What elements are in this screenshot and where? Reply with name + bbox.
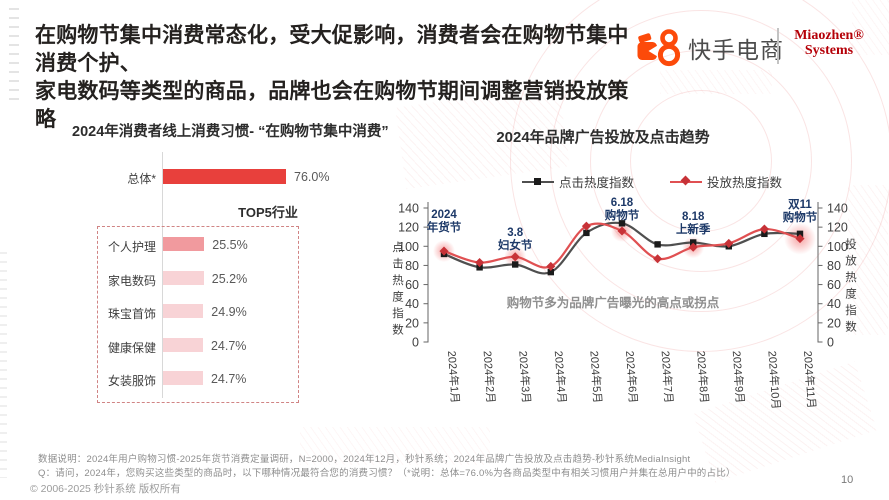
top5-row-value: 24.7% — [210, 338, 247, 353]
legend-label: 点击热度指数 — [559, 176, 635, 190]
right-axis-title: 投放热度指数 — [844, 238, 856, 337]
top5-row-bar — [163, 237, 205, 251]
svg-text:60: 60 — [827, 278, 841, 292]
top5-row-label: 珠宝首饰 — [107, 307, 156, 321]
total-bar-value: 76.0% — [294, 170, 330, 184]
chart-legend: 点击热度指数 投放热度指数 — [522, 172, 782, 191]
top5-row-value: 25.2% — [211, 271, 248, 286]
festival-annotation-line: 购物节 — [782, 212, 818, 224]
top5-row-bar — [163, 337, 203, 352]
svg-text:120: 120 — [398, 221, 419, 235]
svg-text:100: 100 — [827, 240, 848, 254]
chart-insight-note: 购物节多为品牌广告曝光的高点或拐点 — [506, 296, 720, 310]
left-chart-axis-line — [162, 152, 163, 398]
svg-text:2024年8月: 2024年8月 — [694, 350, 712, 403]
svg-text:80: 80 — [827, 259, 841, 273]
diamond-marker-icon — [680, 175, 691, 186]
kuaishou-brand-label: 快手电商 — [688, 37, 784, 63]
legend-item: 投放热度指数 — [670, 172, 782, 191]
chart-axes — [423, 202, 823, 343]
svg-text:2024年2月: 2024年2月 — [481, 350, 499, 403]
svg-text:40: 40 — [405, 297, 419, 311]
svg-text:80: 80 — [405, 259, 419, 273]
legend-label: 投放热度指数 — [707, 176, 783, 190]
svg-text:120: 120 — [827, 221, 848, 235]
slide-headline-line1: 在购物节集中消费常态化，受大促影响，消费者会在购物节集中消费个护、 — [35, 24, 629, 75]
top5-row-label: 女装服饰 — [107, 374, 156, 388]
top5-row-value: 24.9% — [211, 305, 247, 319]
brand-divider — [777, 28, 779, 64]
festival-annotation: 6.18 购物节 — [590, 197, 654, 223]
svg-text:2024年1月: 2024年1月 — [445, 350, 463, 403]
footer-data-note-line1: 数据说明：2024年用户购物习惯-2025年货节消费定量调研，N=2000，20… — [38, 454, 691, 465]
svg-text:2024年6月: 2024年6月 — [623, 350, 641, 403]
svg-text:140: 140 — [398, 202, 419, 216]
square-marker-icon — [534, 177, 541, 185]
svg-text:2024年11月: 2024年11月 — [801, 350, 819, 409]
hatch-decoration — [660, 70, 772, 94]
festival-annotation-line: 8.18 — [681, 211, 705, 223]
festival-annotation-line: 购物节 — [604, 210, 640, 222]
top5-dashed-box — [97, 226, 299, 403]
festival-annotation-line: 上新季 — [675, 224, 711, 236]
miaozhen-logo: Miaozhen® Systems — [788, 28, 870, 58]
festival-annotation-line: 2024 — [431, 209, 457, 221]
festival-annotation: 双11 购物节 — [768, 199, 832, 225]
top5-row-label: 家电数码 — [107, 273, 156, 288]
festival-annotation-line: 3.8 — [507, 227, 524, 239]
festival-annotation-line: 年货节 — [426, 222, 462, 234]
svg-text:20: 20 — [405, 316, 419, 330]
slide-headline: 在购物节集中消费常态化，受大促影响，消费者会在购物节集中消费个护、 家电数码等类… — [35, 22, 645, 134]
svg-text:40: 40 — [827, 297, 841, 311]
top5-row-label: 个人护理 — [107, 240, 156, 254]
svg-text:2024年9月: 2024年9月 — [730, 350, 748, 403]
festival-annotation: 2024 年货节 — [412, 209, 476, 235]
copyright-note: © 2006-2025 秒针系统 版权所有 — [30, 483, 181, 495]
svg-text:20: 20 — [827, 316, 841, 330]
slide-headline-line2: 家电数码等类型的商品，品牌也会在购物节期间调整营销投放策略 — [35, 80, 629, 131]
kuaishou-logo-icon — [637, 29, 681, 67]
festival-annotation-line: 6.18 — [610, 197, 634, 209]
page-number: 10 — [841, 474, 854, 486]
svg-text:60: 60 — [405, 278, 419, 292]
left-chart-title: 2024年消费者线上消费习惯- “在购物节集中消费” — [72, 124, 389, 140]
top5-row-label: 健康保健 — [107, 340, 156, 355]
footer-data-note-line2: Q：请问，2024年，您购买这些类型的商品时，以下哪种情况最符合您的消费习惯？（… — [38, 468, 736, 479]
top5-row-bar — [163, 270, 204, 285]
svg-text:2024年7月: 2024年7月 — [659, 350, 677, 403]
miaozhen-logo-line1: Miaozhen® — [794, 28, 864, 43]
top5-row-value: 25.5% — [212, 238, 248, 252]
top5-row-value: 24.7% — [210, 372, 247, 386]
x-axis-labels: 2024年1月 2024年2月 2024年3月 2024年4月 2024年5月 2024年… — [445, 350, 819, 410]
right-chart-title: 2024年品牌广告投放及点击趋势 — [496, 129, 710, 146]
left-axis-title: 点击热度指数 — [391, 241, 403, 340]
svg-text:0: 0 — [827, 336, 834, 350]
svg-text:2024年5月: 2024年5月 — [587, 350, 605, 403]
dash-decoration-bottom-left — [0, 252, 7, 478]
top5-row-bar — [163, 304, 204, 318]
svg-text:0: 0 — [412, 336, 419, 350]
festival-annotation: 8.18 上新季 — [661, 211, 725, 237]
festival-annotation-line: 双11 — [788, 199, 812, 211]
festival-annotation: 3.8 妇女节 — [483, 227, 547, 253]
top5-row-bar — [163, 371, 203, 385]
svg-text:100: 100 — [398, 240, 419, 254]
festival-annotation-line: 妇女节 — [497, 240, 533, 252]
top5-section-title: TOP5行业 — [238, 205, 298, 220]
total-bar-label: 总体* — [127, 172, 156, 186]
svg-text:140: 140 — [827, 202, 848, 216]
total-bar — [163, 169, 286, 184]
legend-item: 点击热度指数 — [522, 172, 634, 191]
miaozhen-logo-line2: Systems — [804, 43, 854, 58]
svg-text:2024年10月: 2024年10月 — [765, 350, 783, 410]
dash-decoration-top-left — [9, 8, 19, 104]
axis-tick-labels: 0 0 20 20 40 40 60 60 80 80 100 100 120 120 140 140 — [398, 202, 848, 350]
svg-text:2024年4月: 2024年4月 — [552, 350, 570, 403]
svg-text:2024年3月: 2024年3月 — [516, 350, 534, 403]
